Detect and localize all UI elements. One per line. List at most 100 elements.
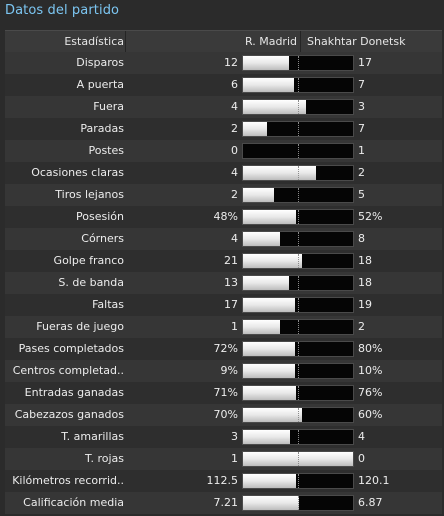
- home-share-fill: [243, 78, 294, 92]
- midpoint-marker: [298, 144, 299, 158]
- comparison-bar: [242, 209, 354, 225]
- midpoint-marker: [298, 122, 299, 136]
- away-value: 0: [358, 452, 365, 465]
- header-stat[interactable]: Estadística: [64, 35, 124, 48]
- midpoint-marker: [298, 232, 299, 246]
- midpoint-marker: [298, 430, 299, 444]
- midpoint-marker: [298, 496, 299, 510]
- midpoint-marker: [298, 386, 299, 400]
- away-value: 8: [358, 232, 365, 245]
- comparison-bar: [242, 187, 354, 203]
- home-value: 72%: [213, 342, 238, 355]
- header-home-team[interactable]: R. Madrid: [244, 35, 297, 48]
- midpoint-marker: [298, 210, 299, 224]
- home-value: 21: [224, 254, 238, 267]
- away-value: 10%: [358, 364, 383, 377]
- home-share-fill: [243, 386, 297, 400]
- stat-label: T. rojas: [85, 452, 124, 465]
- home-value: 70%: [213, 408, 238, 421]
- away-value: 76%: [358, 386, 383, 399]
- home-value: 4: [231, 166, 238, 179]
- home-value: 48%: [213, 210, 238, 223]
- home-share-fill: [243, 430, 291, 444]
- comparison-bar: [242, 55, 354, 71]
- midpoint-marker: [298, 298, 299, 312]
- away-value: 2: [358, 320, 365, 333]
- stat-row: Disparos 12 17: [5, 52, 442, 74]
- home-share-fill: [243, 232, 280, 246]
- stat-label: Calificación media: [23, 496, 124, 509]
- away-value: 6.87: [358, 496, 383, 509]
- home-value: 9%: [220, 364, 238, 377]
- stat-row: Fuera 4 3: [5, 96, 442, 118]
- stat-label: Entradas ganadas: [24, 386, 124, 399]
- home-share-fill: [243, 298, 295, 312]
- midpoint-marker: [298, 474, 299, 488]
- stat-label: Faltas: [92, 298, 124, 311]
- home-share-fill: [243, 100, 306, 114]
- stat-label: Ocasiones claras: [31, 166, 124, 179]
- home-value: 112.5: [206, 474, 239, 487]
- stat-label: Cabezazos ganados: [14, 408, 124, 421]
- header-divider: [125, 31, 126, 53]
- stat-row: Córners 4 8: [5, 228, 442, 250]
- comparison-bar: [242, 407, 354, 423]
- stats-list: Disparos 12 17 A puerta 6 7 Fuera 4 3 Paradas 2 7 Po…: [5, 52, 442, 514]
- home-value: 4: [231, 100, 238, 113]
- comparison-bar: [242, 363, 354, 379]
- stat-label: Kilómetros recorrid..: [12, 474, 124, 487]
- stat-row: Postes 0 1: [5, 140, 442, 162]
- away-value: 60%: [358, 408, 383, 421]
- comparison-bar: [242, 297, 354, 313]
- home-share-fill: [243, 56, 289, 70]
- header-divider: [300, 31, 301, 53]
- panel-title: Datos del partido: [5, 3, 120, 18]
- comparison-bar: [242, 121, 354, 137]
- stat-row: Tiros lejanos 2 5: [5, 184, 442, 206]
- home-value: 7.21: [213, 496, 239, 509]
- stat-row: Calificación media 7.21 6.87: [5, 492, 442, 514]
- away-value: 3: [358, 100, 365, 113]
- away-value: 120.1: [358, 474, 390, 487]
- home-value: 3: [231, 430, 238, 443]
- away-value: 1: [358, 144, 365, 157]
- comparison-bar: [242, 473, 354, 489]
- home-value: 6: [231, 78, 238, 91]
- away-value: 17: [358, 56, 372, 69]
- stat-label: A puerta: [76, 78, 124, 91]
- stat-row: T. amarillas 3 4: [5, 426, 442, 448]
- home-value: 4: [231, 232, 238, 245]
- comparison-bar: [242, 253, 354, 269]
- comparison-bar: [242, 231, 354, 247]
- comparison-bar: [242, 385, 354, 401]
- away-value: 5: [358, 188, 365, 201]
- midpoint-marker: [298, 254, 299, 268]
- midpoint-marker: [298, 100, 299, 114]
- midpoint-marker: [298, 78, 299, 92]
- away-value: 2: [358, 166, 365, 179]
- stat-row: Cabezazos ganados 70% 60%: [5, 404, 442, 426]
- stat-row: S. de banda 13 18: [5, 272, 442, 294]
- stats-header: Estadística R. Madrid Shakhtar Donetsk: [5, 30, 442, 54]
- stat-label: Posesión: [76, 210, 124, 223]
- midpoint-marker: [298, 408, 299, 422]
- home-share-fill: [243, 254, 303, 268]
- home-value: 71%: [213, 386, 238, 399]
- header-away-team[interactable]: Shakhtar Donetsk: [307, 35, 406, 48]
- stat-row: Centros completad.. 9% 10%: [5, 360, 442, 382]
- comparison-bar: [242, 275, 354, 291]
- home-share-fill: [243, 122, 268, 136]
- stat-label: T. amarillas: [61, 430, 124, 443]
- midpoint-marker: [298, 364, 299, 378]
- stat-label: Postes: [88, 144, 124, 157]
- home-share-fill: [243, 342, 296, 356]
- home-share-fill: [243, 364, 296, 378]
- home-value: 12: [224, 56, 238, 69]
- midpoint-marker: [298, 188, 299, 202]
- home-share-fill: [243, 210, 296, 224]
- stat-label: Paradas: [80, 122, 124, 135]
- comparison-bar: [242, 451, 354, 467]
- stat-row: Fueras de juego 1 2: [5, 316, 442, 338]
- midpoint-marker: [298, 320, 299, 334]
- stat-row: Entradas ganadas 71% 76%: [5, 382, 442, 404]
